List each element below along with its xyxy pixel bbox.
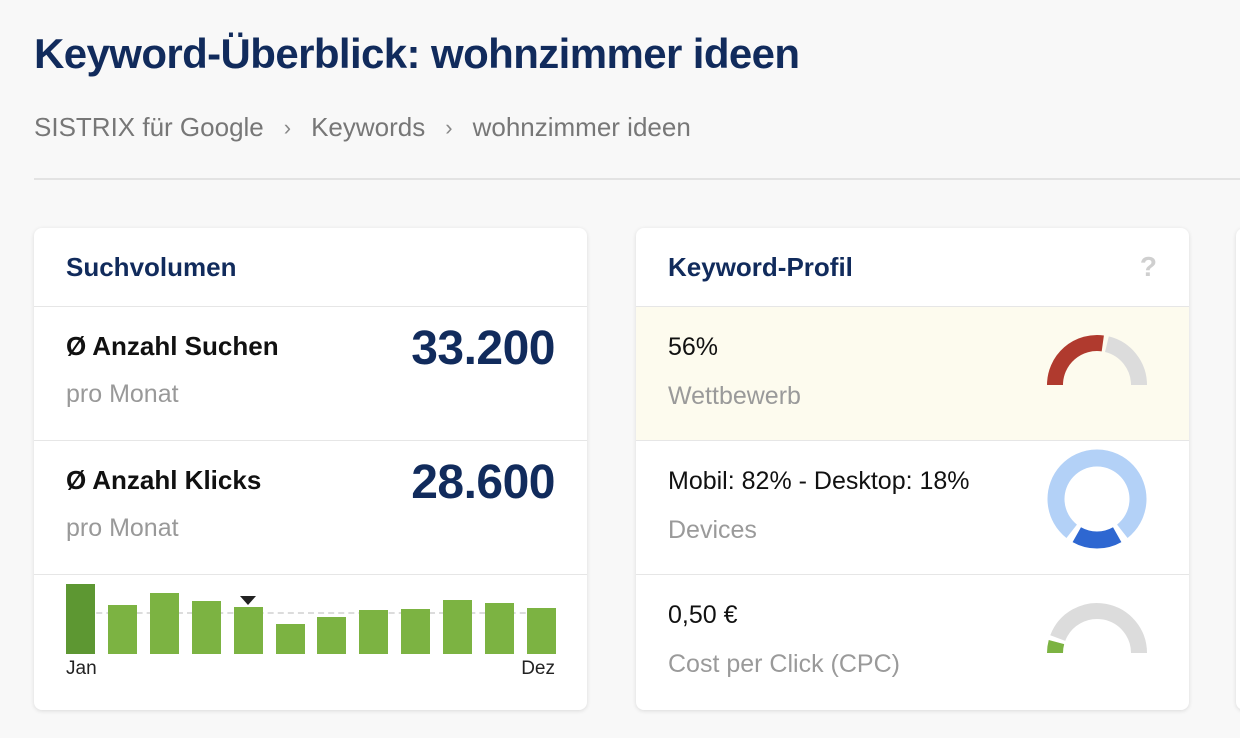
devices-row: Mobil: 82% - Desktop: 18% Devices (636, 441, 1189, 575)
gauge-track (1104, 336, 1147, 386)
donut-desktop-segment (1072, 527, 1122, 549)
suchvolumen-header: Suchvolumen (34, 228, 587, 307)
competition-label: Wettbewerb (668, 382, 801, 410)
clicks-sub: pro Monat (66, 514, 179, 542)
page-title: Keyword-Überblick: wohnzimmer ideen (34, 30, 800, 77)
bar-Mai[interactable] (233, 607, 263, 654)
keyword-profil-card: Keyword-Profil ? 56% Wettbewerb Mobil: 8… (636, 228, 1189, 710)
cpc-row: 0,50 € Cost per Click (CPC) (636, 575, 1189, 709)
bar-Nov[interactable] (485, 603, 515, 654)
average-icon: Ø (66, 465, 87, 495)
devices-value: Mobil: 82% - Desktop: 18% (668, 467, 970, 495)
clicks-row: Ø Anzahl Klicks pro Monat 28.600 (34, 441, 587, 575)
bar-Jan[interactable] (66, 584, 95, 654)
clicks-label-wrap: Ø Anzahl Klicks (66, 465, 555, 496)
breadcrumb-keywords[interactable]: Keywords (311, 112, 426, 142)
gauge-fill (1047, 639, 1065, 654)
keyword-profil-title: Keyword-Profil (668, 251, 853, 282)
question-mark-icon[interactable]: ? (1139, 251, 1157, 282)
searches-label-wrap: Ø Anzahl Suchen (66, 331, 555, 362)
cpc-gauge (1047, 603, 1147, 654)
searches-label: Anzahl Suchen (92, 331, 279, 361)
devices-label: Devices (668, 516, 757, 544)
donut-mobile-segment (1047, 449, 1147, 538)
x-axis-end-label: Dez (521, 658, 555, 679)
bar-Aug[interactable] (359, 610, 389, 654)
clicks-value: 28.600 (411, 456, 555, 509)
devices-donut (1047, 449, 1147, 549)
average-icon: Ø (66, 331, 87, 361)
monthly-volume-chart (66, 574, 556, 654)
bar-Okt[interactable] (443, 600, 473, 654)
competition-gauge (1047, 335, 1147, 386)
bar-Jun[interactable] (275, 624, 305, 654)
clicks-label: Anzahl Klicks (92, 465, 262, 495)
bar-Mär[interactable] (149, 593, 179, 654)
searches-row: Ø Anzahl Suchen pro Monat 33.200 (34, 307, 587, 441)
gauge-track (1050, 603, 1147, 654)
suchvolumen-title: Suchvolumen (66, 251, 237, 282)
searches-sub: pro Monat (66, 380, 179, 408)
cpc-label: Cost per Click (CPC) (668, 650, 900, 678)
breadcrumb-current: wohnzimmer ideen (472, 112, 691, 142)
chevron-right-icon: › (445, 114, 453, 140)
competition-value: 56% (668, 333, 719, 361)
current-month-marker-icon (240, 596, 257, 605)
next-card-peek (1236, 228, 1240, 710)
chevron-right-icon: › (283, 114, 292, 140)
searches-value: 33.200 (411, 322, 555, 375)
average-line (66, 612, 556, 614)
bar-Dez[interactable] (527, 608, 556, 654)
suchvolumen-card: Suchvolumen Ø Anzahl Suchen pro Monat 33… (34, 228, 587, 710)
bar-Jul[interactable] (317, 617, 347, 654)
breadcrumb-sistrix[interactable]: SISTRIX für Google (34, 112, 264, 142)
gauge-fill (1047, 335, 1104, 386)
bar-Sep[interactable] (401, 609, 431, 654)
bar-Apr[interactable] (191, 601, 221, 654)
keyword-profil-header: Keyword-Profil ? (636, 228, 1189, 307)
header-divider (34, 178, 1240, 180)
breadcrumb: SISTRIX für Google › Keywords › wohnzimm… (34, 112, 691, 143)
x-axis-start-label: Jan (66, 658, 97, 679)
bar-Feb[interactable] (107, 605, 137, 654)
cpc-value: 0,50 € (668, 601, 738, 629)
competition-row: 56% Wettbewerb (636, 307, 1189, 441)
